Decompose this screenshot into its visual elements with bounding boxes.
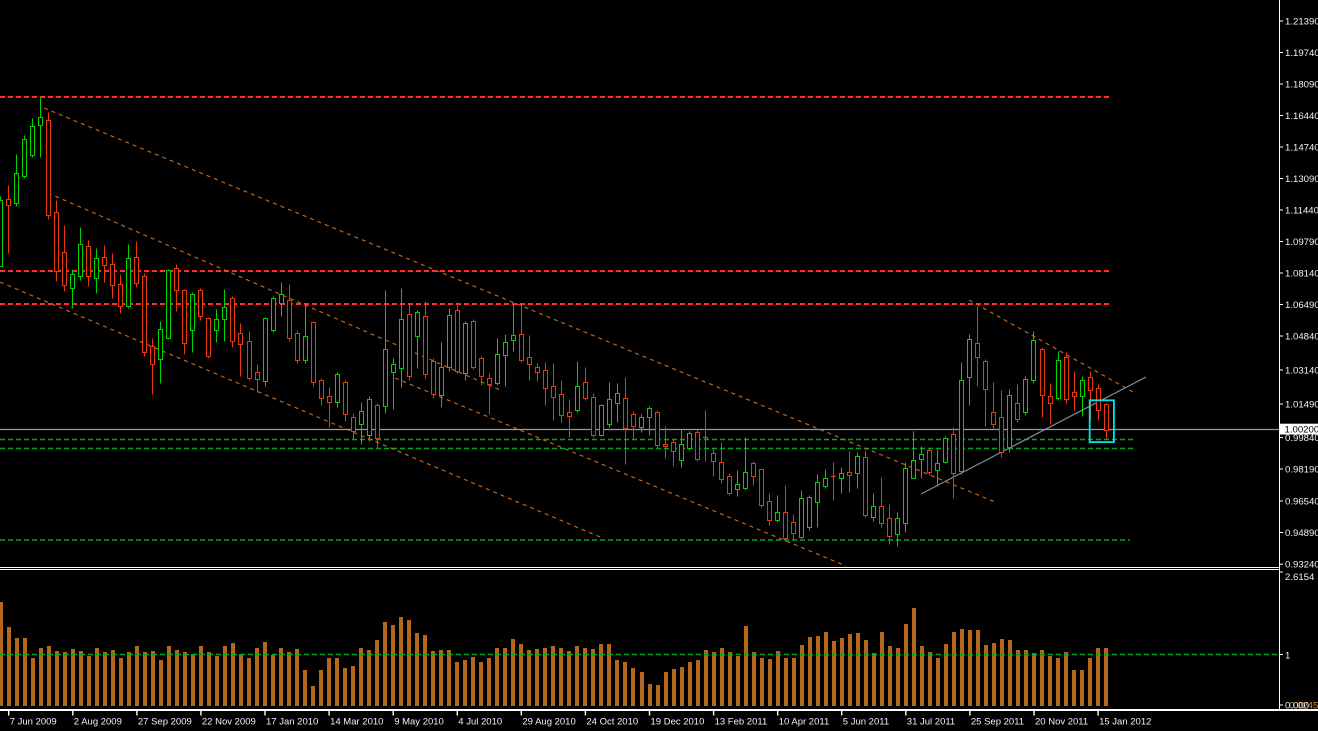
- svg-text:1.11440: 1.11440: [1285, 206, 1318, 217]
- svg-text:0.99840: 0.99840: [1285, 433, 1318, 444]
- svg-text:1.14740: 1.14740: [1285, 143, 1318, 154]
- svg-text:20 Nov 2011: 20 Nov 2011: [1035, 717, 1088, 728]
- svg-text:4 Jul 2010: 4 Jul 2010: [458, 717, 502, 728]
- svg-text:1.04840: 1.04840: [1285, 332, 1318, 343]
- svg-text:1.08140: 1.08140: [1285, 269, 1318, 280]
- svg-text:0.0245: 0.0245: [1289, 701, 1318, 712]
- svg-text:0.96540: 0.96540: [1285, 497, 1318, 508]
- svg-text:1.16440: 1.16440: [1285, 111, 1318, 122]
- svg-text:9 May 2010: 9 May 2010: [394, 717, 444, 728]
- svg-text:1.19740: 1.19740: [1285, 48, 1318, 59]
- svg-text:0.93240: 0.93240: [1285, 560, 1318, 571]
- svg-text:15 Jan 2012: 15 Jan 2012: [1099, 717, 1151, 728]
- svg-text:1.09790: 1.09790: [1285, 237, 1318, 248]
- svg-text:1.06490: 1.06490: [1285, 300, 1318, 311]
- svg-text:0.94890: 0.94890: [1285, 528, 1318, 539]
- svg-text:31 Jul 2011: 31 Jul 2011: [907, 717, 955, 728]
- svg-text:1.13090: 1.13090: [1285, 174, 1318, 185]
- svg-text:0.000: 0.000: [1285, 701, 1309, 712]
- svg-text:1.18090: 1.18090: [1285, 80, 1318, 91]
- svg-text:27 Sep 2009: 27 Sep 2009: [138, 717, 192, 728]
- svg-text:2.6154: 2.6154: [1285, 572, 1315, 583]
- svg-text:1.00200: 1.00200: [1285, 425, 1318, 436]
- svg-text:5 Jun 2011: 5 Jun 2011: [843, 717, 889, 728]
- svg-text:24 Oct 2010: 24 Oct 2010: [586, 717, 638, 728]
- svg-text:14 Mar 2010: 14 Mar 2010: [330, 717, 383, 728]
- svg-text:7 Jun 2009: 7 Jun 2009: [10, 717, 57, 728]
- svg-text:1.03140: 1.03140: [1285, 366, 1318, 377]
- svg-text:1.21390: 1.21390: [1285, 17, 1318, 28]
- svg-text:22 Nov 2009: 22 Nov 2009: [202, 717, 256, 728]
- svg-text:2 Aug 2009: 2 Aug 2009: [74, 717, 122, 728]
- svg-text:1.01490: 1.01490: [1285, 400, 1318, 411]
- svg-text:13 Feb 2011: 13 Feb 2011: [715, 717, 768, 728]
- svg-text:25 Sep 2011: 25 Sep 2011: [971, 717, 1024, 728]
- svg-text:10 Apr 2011: 10 Apr 2011: [779, 717, 830, 728]
- svg-text:0.98190: 0.98190: [1285, 465, 1318, 476]
- svg-text:29 Aug 2010: 29 Aug 2010: [522, 717, 575, 728]
- svg-text:19 Dec 2010: 19 Dec 2010: [651, 717, 705, 728]
- svg-text:1: 1: [1285, 651, 1290, 662]
- svg-text:17 Jan 2010: 17 Jan 2010: [266, 717, 318, 728]
